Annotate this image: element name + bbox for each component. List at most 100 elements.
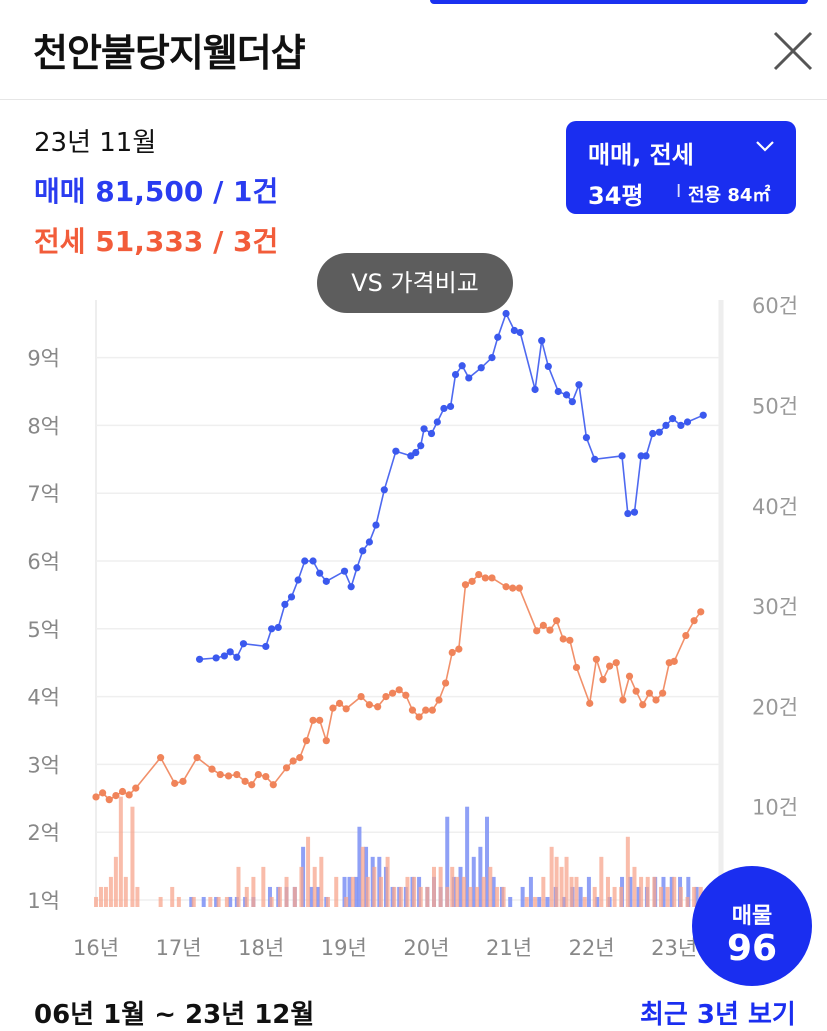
- jeonse-price-point: [302, 737, 311, 745]
- jeonse-price-point: [216, 770, 224, 779]
- sale-price-point: [618, 452, 626, 460]
- jeonse-price-point: [329, 704, 337, 712]
- jeonse-price-point: [515, 584, 523, 592]
- sale-price-point: [683, 418, 692, 426]
- sale-volume-bar: [445, 816, 450, 907]
- sale-price-point: [412, 448, 420, 457]
- jeonse-volume-bar: [658, 886, 663, 907]
- jeonse-price-point: [125, 791, 133, 799]
- jeonse-volume-bar: [574, 876, 579, 907]
- sale-price-point: [417, 442, 425, 450]
- sale-price-point: [433, 418, 441, 426]
- jeonse-volume-bar: [533, 896, 538, 907]
- jeonse-price-point: [441, 679, 450, 687]
- sale-price-point: [294, 576, 302, 584]
- sale-price-point: [316, 569, 324, 577]
- jeonse-volume-bar: [292, 886, 297, 907]
- jeonse-price-point: [316, 716, 324, 724]
- sale-price-point: [212, 654, 220, 662]
- jeonse-price-point: [475, 570, 483, 579]
- jeonse-volume-bar: [130, 806, 135, 907]
- sale-price-point: [591, 455, 599, 463]
- sale-price-point: [226, 648, 234, 656]
- jeonse-price-point: [422, 706, 430, 714]
- sale-volume-bar: [586, 876, 591, 907]
- sale-volume-bar: [661, 876, 666, 907]
- jeonse-price-point: [233, 770, 241, 779]
- jeonse-volume-bar: [418, 886, 423, 907]
- footer-period: 06년 1월 ~ 23년 12월: [34, 1000, 315, 1030]
- jeonse-price-point: [388, 689, 397, 697]
- sale-volume-bar: [485, 816, 490, 907]
- jeonse-volume-bar: [632, 866, 637, 907]
- jeonse-volume-bar: [524, 896, 529, 907]
- header: 천안불당지웰더샵: [0, 0, 827, 100]
- jeonse-price-point: [402, 691, 410, 699]
- jeonse-volume-bar: [450, 866, 455, 907]
- sale-volume-bar: [357, 826, 362, 907]
- recent-3y-link[interactable]: 최근 3년 보기: [640, 1000, 796, 1030]
- jeonse-volume-bar: [564, 856, 569, 907]
- sale-price-point: [446, 402, 455, 411]
- jeonse-price-point: [625, 672, 634, 680]
- filter-dropdown[interactable]: 매매, 전세 34평 I 전용 84㎡: [566, 121, 796, 214]
- jeonse-price-point: [632, 687, 640, 695]
- jeonse-volume-bar: [103, 886, 108, 907]
- jeonse-volume-bar: [123, 876, 128, 907]
- jeonse-price-point: [269, 781, 277, 789]
- sale-volume-bar: [669, 876, 674, 907]
- sale-volume-bar: [316, 886, 321, 907]
- jeonse-price-point: [619, 696, 627, 704]
- jeonse-volume-bar: [599, 856, 604, 907]
- jeonse-volume-bar: [244, 886, 249, 907]
- sale-price-point: [568, 398, 576, 406]
- jeonse-volume-bar: [398, 886, 403, 907]
- sale-price-point: [488, 354, 496, 362]
- jeonse-volume-bar: [405, 876, 410, 907]
- jeonse-volume-bar: [481, 876, 486, 907]
- sale-volume-bar: [309, 886, 314, 907]
- y-right-tick-label: 60건: [752, 294, 798, 318]
- jeonse-volume-bar: [94, 896, 98, 907]
- y-right-tick-label: 40건: [752, 495, 798, 519]
- sale-price-point: [477, 364, 485, 372]
- listing-label: 매물: [731, 904, 773, 929]
- sale-volume-bar: [520, 886, 525, 907]
- jeonse-price-point: [92, 793, 100, 801]
- y-left-tick-label: 7억: [27, 482, 60, 506]
- jeonse-price-point: [659, 689, 667, 697]
- jeonse-price-point: [171, 779, 179, 787]
- y-right-tick-label: 10건: [752, 796, 798, 820]
- jeonse-volume-bar: [455, 876, 460, 907]
- jeonse-price-point: [652, 696, 660, 704]
- jeonse-price-point: [179, 777, 187, 785]
- jeonse-price-point: [599, 676, 607, 684]
- close-icon[interactable]: [770, 28, 816, 74]
- page-title: 천안불당지웰더샵: [33, 31, 306, 75]
- summary-jeonse: 전세 51,333 / 3건: [34, 225, 279, 258]
- jeonse-price-point: [395, 686, 403, 694]
- jeonse-price-point: [539, 621, 547, 630]
- jeonse-price-point: [296, 754, 304, 762]
- sale-volume-bar: [354, 876, 359, 907]
- sale-price-point: [427, 429, 436, 438]
- jeonse-volume-bar: [488, 866, 493, 907]
- sale-volume-bar: [201, 896, 206, 907]
- jeonse-volume-bar: [425, 886, 430, 907]
- summary-sale: 매매 81,500 / 1건: [34, 175, 279, 208]
- jeonse-volume-bar: [208, 896, 213, 907]
- jeonse-volume-bar: [665, 886, 670, 907]
- sale-volume-bar: [562, 896, 567, 907]
- jeonse-volume-bar: [135, 886, 140, 907]
- jeonse-volume-bar: [501, 886, 506, 907]
- filter-type: 매매, 전세: [588, 141, 694, 169]
- sale-volume-bar: [465, 806, 470, 907]
- vs-compare-button[interactable]: VS 가격비교: [317, 253, 513, 313]
- jeonse-price-point: [502, 583, 510, 591]
- jeonse-volume-bar: [299, 866, 304, 907]
- summary-period: 23년 11월: [34, 128, 157, 158]
- y-right-tick-label: 30건: [752, 595, 798, 619]
- sale-price-point: [538, 337, 546, 345]
- jeonse-volume-bar: [645, 876, 650, 907]
- listing-count-button[interactable]: 매물 96: [692, 866, 812, 986]
